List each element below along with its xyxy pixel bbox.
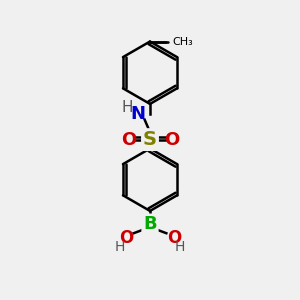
Text: N: N	[130, 105, 146, 123]
Text: O: O	[121, 130, 136, 148]
Text: B: B	[143, 215, 157, 233]
Text: H: H	[115, 240, 125, 254]
Text: S: S	[143, 130, 157, 149]
Text: CH₃: CH₃	[172, 37, 193, 46]
Text: H: H	[175, 240, 185, 254]
Text: O: O	[119, 229, 133, 247]
Text: H: H	[122, 100, 134, 115]
Text: O: O	[164, 130, 179, 148]
Text: O: O	[167, 229, 181, 247]
